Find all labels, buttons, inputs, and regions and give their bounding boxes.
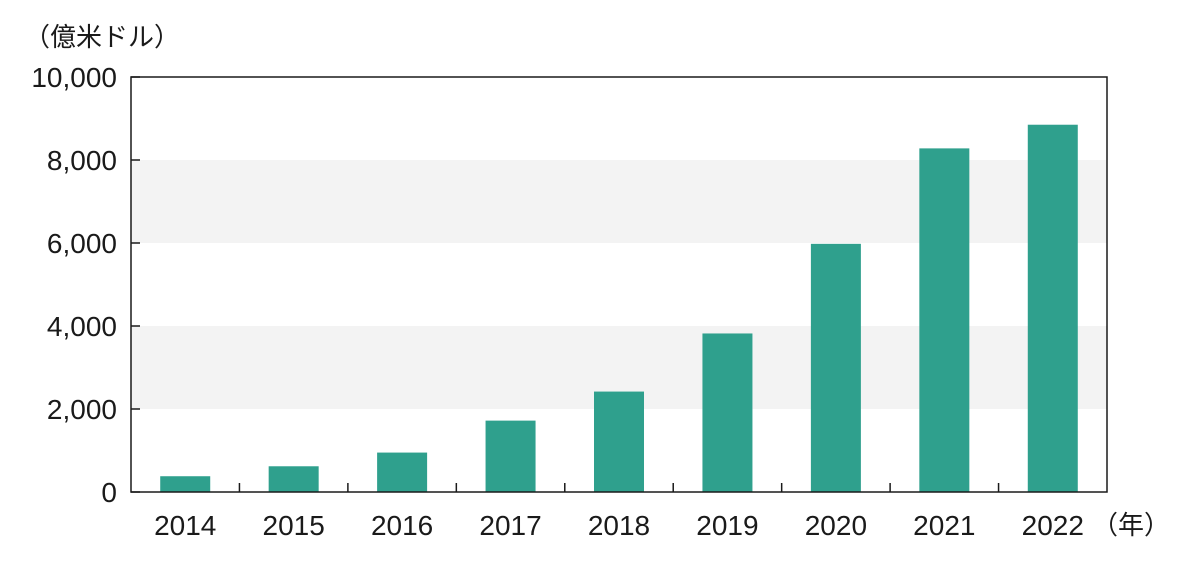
bar-2015 (268, 466, 319, 492)
y-axis-ticks: 0 2,000 4,000 6,000 8,000 10,000 (31, 62, 140, 508)
bar-2018 (594, 391, 644, 492)
x-tick-label: 2017 (479, 510, 541, 541)
bar-2017 (485, 420, 536, 492)
plot-frame (130, 76, 1108, 493)
bars (160, 124, 1078, 492)
bar-2016 (377, 452, 428, 492)
x-tick-label: 2020 (805, 510, 867, 541)
x-axis-ticks: 2014 2015 2016 2017 2018 2019 2020 2021 2022 (154, 483, 1084, 541)
y-tick-label: 2,000 (47, 394, 117, 425)
x-tick-label: 2014 (154, 510, 216, 541)
x-tick-label: 2018 (588, 510, 650, 541)
bar-2019 (702, 333, 753, 492)
y-tick-label: 10,000 (31, 62, 117, 93)
bar-2020 (810, 243, 861, 492)
y-tick-label: 0 (101, 477, 117, 508)
x-tick-label: 2022 (1022, 510, 1084, 541)
x-tick-label: 2019 (696, 510, 758, 541)
bar-2021 (919, 148, 970, 492)
bar-2022 (1027, 124, 1078, 492)
y-axis-unit-label: （億米ドル） (24, 23, 180, 53)
y-tick-label: 4,000 (47, 311, 117, 342)
y-tick-label: 6,000 (47, 228, 117, 259)
y-tick-label: 8,000 (47, 145, 117, 176)
x-tick-label: 2016 (371, 510, 433, 541)
bar-2014 (160, 476, 211, 492)
x-tick-label: 2021 (913, 510, 975, 541)
x-tick-label: 2015 (263, 510, 325, 541)
x-axis-unit-label: （年） (1092, 511, 1170, 541)
